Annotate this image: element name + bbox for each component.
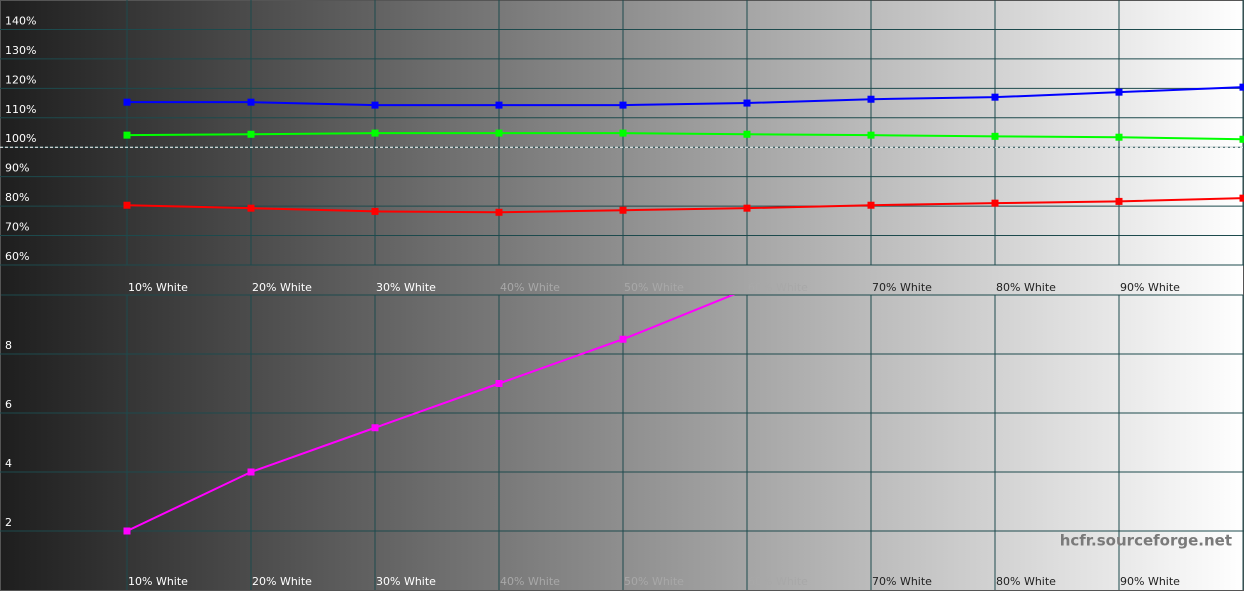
data-point: [743, 204, 751, 212]
x-tick-label: 40% White: [500, 575, 560, 588]
data-point: [867, 95, 875, 103]
data-point: [247, 204, 255, 212]
y-tick-label: 6: [5, 398, 12, 411]
data-point: [247, 130, 255, 138]
data-point: [371, 207, 379, 215]
data-point: [495, 101, 503, 109]
series-line: [126, 295, 736, 532]
data-point: [247, 98, 255, 106]
x-tick-label: 70% White: [872, 281, 932, 294]
data-point: [743, 130, 751, 138]
data-point: [991, 132, 999, 140]
x-tick-label: 90% White: [1120, 281, 1180, 294]
x-tick-label: 90% White: [1120, 575, 1180, 588]
y-tick-label: 4: [5, 457, 12, 470]
series-group: [123, 295, 736, 535]
data-point: [619, 206, 627, 214]
data-point: [123, 201, 131, 209]
x-tick-label: 60% White: [748, 575, 808, 588]
data-point: [371, 424, 379, 432]
data-point: [867, 201, 875, 209]
x-tick-label: 20% White: [252, 281, 312, 294]
x-tick-label: 80% White: [996, 575, 1056, 588]
data-point: [1115, 197, 1123, 205]
x-tick-label: 80% White: [996, 281, 1056, 294]
x-tick-label: 50% White: [624, 575, 684, 588]
data-point: [123, 527, 131, 535]
series-group: [123, 83, 1244, 216]
data-point: [991, 199, 999, 207]
x-tick-label: 50% White: [624, 281, 684, 294]
data-point: [619, 335, 627, 343]
x-tick-label: 40% White: [500, 281, 560, 294]
x-tick-label: 10% White: [128, 281, 188, 294]
data-point: [991, 93, 999, 101]
data-point: [495, 380, 503, 387]
series-line: [126, 197, 1244, 214]
data-point: [371, 129, 379, 137]
data-point: [1239, 83, 1244, 91]
data-point: [495, 129, 503, 137]
data-point: [1239, 135, 1244, 143]
data-point: [1115, 133, 1123, 141]
x-tick-label: 10% White: [128, 575, 188, 588]
y-tick-label: 70%: [5, 221, 29, 234]
y-tick-label: 100%: [5, 132, 36, 145]
data-point: [743, 99, 751, 107]
y-tick-label: 60%: [5, 250, 29, 263]
data-point: [247, 468, 255, 476]
data-point: [619, 129, 627, 137]
data-point: [495, 208, 503, 216]
data-point: [1239, 194, 1244, 202]
x-tick-label: 20% White: [252, 575, 312, 588]
y-tick-label: 140%: [5, 14, 36, 27]
y-tick-label: 130%: [5, 44, 36, 57]
x-tick-label: 60% White: [748, 281, 808, 294]
x-tick-label: 70% White: [872, 575, 932, 588]
data-point: [371, 101, 379, 109]
watermark: hcfr.sourceforge.net: [1060, 532, 1232, 550]
y-tick-label: 8: [5, 339, 12, 352]
y-tick-label: 80%: [5, 191, 29, 204]
y-tick-label: 110%: [5, 103, 36, 116]
y-tick-label: 120%: [5, 73, 36, 86]
x-tick-label: 30% White: [376, 281, 436, 294]
y-tick-label: 90%: [5, 162, 29, 175]
x-tick-label: 30% White: [376, 575, 436, 588]
data-point: [867, 131, 875, 139]
series-line: [126, 132, 1244, 141]
y-tick-label: 2: [5, 516, 12, 529]
series-line: [127, 86, 1244, 107]
data-point: [1115, 88, 1123, 96]
data-point: [123, 131, 131, 139]
data-point: [123, 98, 131, 106]
data-point: [619, 101, 627, 109]
